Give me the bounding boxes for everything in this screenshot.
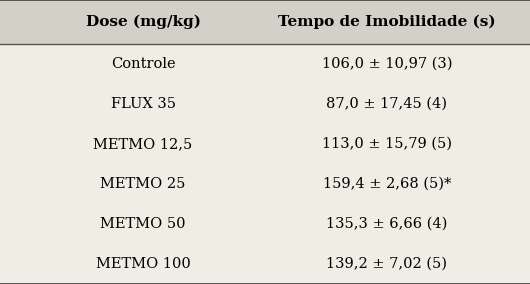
Text: 87,0 ± 17,45 (4): 87,0 ± 17,45 (4)	[326, 97, 447, 111]
Text: 135,3 ± 6,66 (4): 135,3 ± 6,66 (4)	[326, 217, 448, 231]
Text: 106,0 ± 10,97 (3): 106,0 ± 10,97 (3)	[322, 57, 452, 71]
Text: METMO 25: METMO 25	[100, 177, 186, 191]
Text: METMO 100: METMO 100	[96, 257, 190, 271]
Text: METMO 50: METMO 50	[100, 217, 186, 231]
Text: 159,4 ± 2,68 (5)*: 159,4 ± 2,68 (5)*	[323, 177, 451, 191]
Text: Tempo de Imobilidade (s): Tempo de Imobilidade (s)	[278, 15, 496, 29]
Text: Controle: Controle	[111, 57, 175, 71]
Text: METMO 12,5: METMO 12,5	[93, 137, 193, 151]
Text: 139,2 ± 7,02 (5): 139,2 ± 7,02 (5)	[326, 257, 447, 271]
Text: 113,0 ± 15,79 (5): 113,0 ± 15,79 (5)	[322, 137, 452, 151]
Text: FLUX 35: FLUX 35	[111, 97, 175, 111]
Text: Dose (mg/kg): Dose (mg/kg)	[86, 15, 200, 29]
Bar	[0, 0, 530, 44]
